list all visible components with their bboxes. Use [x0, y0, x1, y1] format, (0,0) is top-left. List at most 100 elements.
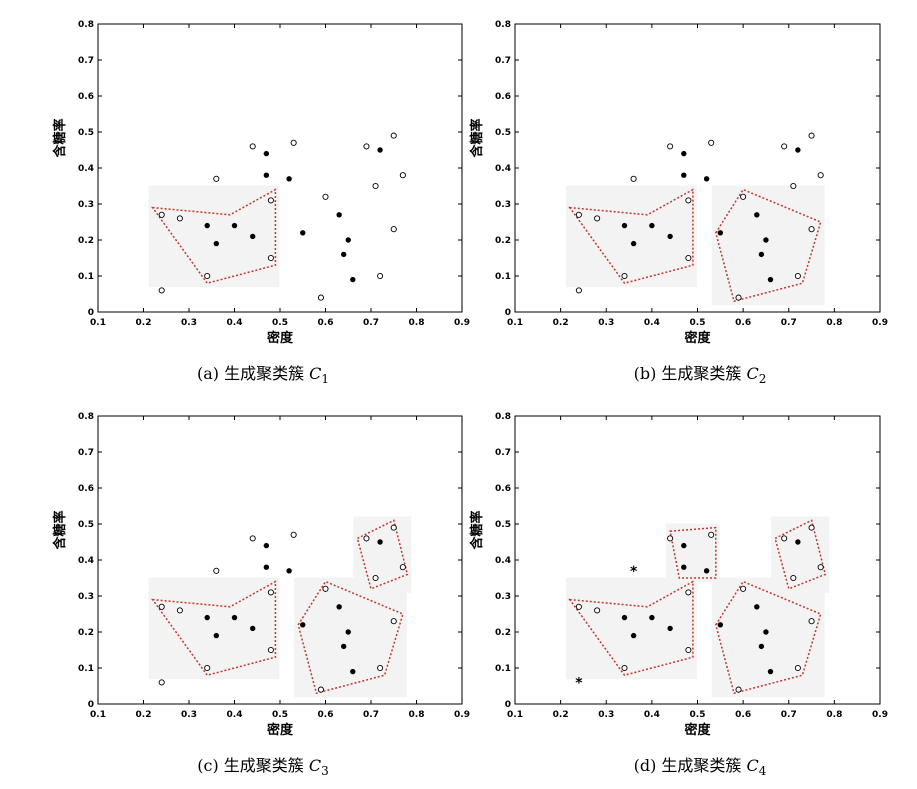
cluster-outline [714, 580, 822, 695]
open-point [363, 535, 370, 542]
open-point [621, 664, 628, 672]
open-point [685, 646, 692, 654]
filled-point [300, 230, 306, 236]
y-tick-label: 0.6 [78, 484, 94, 494]
filled-point [667, 625, 673, 632]
x-tick-label: 0.7 [781, 318, 797, 328]
open-point [213, 175, 220, 182]
x-axis-label: 密度 [683, 330, 711, 346]
y-tick-label: 0.7 [495, 448, 511, 458]
open-point [817, 172, 824, 179]
open-point [575, 287, 582, 294]
noise-point: * [630, 564, 638, 580]
y-axis-label: 含糖率 [52, 118, 68, 158]
y-tick-label: 0.3 [495, 592, 511, 602]
open-point [267, 254, 274, 262]
filled-point [681, 172, 687, 178]
x-tick-label: 0.4 [644, 318, 660, 328]
y-tick-label: 0.5 [78, 520, 94, 530]
x-axis-label: 密度 [266, 722, 294, 738]
open-point [363, 143, 370, 150]
open-point [267, 197, 274, 204]
x-tick-label: 0.2 [136, 710, 152, 720]
y-tick-label: 0.1 [495, 272, 511, 282]
y-tick-label: 0.8 [495, 412, 511, 422]
filled-point [345, 629, 351, 635]
filled-point [336, 604, 342, 610]
x-tick-label: 0.7 [781, 710, 797, 720]
open-point [322, 585, 329, 592]
open-point [399, 172, 406, 179]
open-point [667, 535, 674, 542]
open-point [808, 524, 815, 531]
open-point [317, 686, 325, 693]
cluster-shade [353, 516, 412, 593]
cluster-shade [565, 577, 697, 680]
open-point [794, 664, 801, 672]
y-tick-label: 0.1 [78, 664, 94, 674]
filled-point [621, 614, 628, 621]
open-point [158, 679, 165, 686]
open-point [685, 197, 692, 204]
filled-point [717, 622, 724, 628]
x-tick-label: 0.6 [318, 710, 334, 720]
open-point [176, 607, 183, 614]
y-tick-label: 0.5 [495, 520, 511, 530]
x-tick-label: 0.7 [363, 710, 379, 720]
x-tick-label: 0.4 [644, 710, 660, 720]
open-point [708, 531, 715, 538]
filled-point [767, 668, 774, 675]
y-tick-label: 0.5 [78, 128, 94, 138]
x-tick-label: 0.1 [507, 318, 523, 328]
filled-point [300, 622, 306, 628]
cluster-outline [297, 580, 404, 695]
y-tick-label: 0.3 [495, 200, 511, 210]
open-point [158, 211, 165, 218]
y-tick-label: 0.3 [78, 592, 94, 602]
x-tick-label: 0.3 [181, 710, 197, 720]
cluster-outline [356, 519, 409, 590]
x-tick-label: 0.5 [690, 318, 706, 328]
y-tick-label: 0.2 [495, 236, 511, 246]
filled-point [263, 150, 270, 157]
x-tick-label: 0.8 [826, 710, 842, 720]
y-tick-label: 0.1 [495, 664, 511, 674]
filled-point [345, 237, 351, 243]
x-tick-label: 0.2 [553, 318, 569, 328]
cluster-outline [151, 580, 277, 677]
open-point [213, 567, 220, 574]
filled-point [213, 240, 219, 247]
open-point [790, 182, 797, 190]
filled-point [630, 632, 637, 639]
filled-point [795, 539, 801, 545]
open-point [290, 531, 297, 538]
cluster-shade [711, 185, 825, 306]
y-tick-label: 0.7 [495, 56, 511, 66]
x-tick-label: 0.2 [553, 710, 569, 720]
filled-point [231, 614, 238, 621]
y-axis-label: 含糖率 [52, 510, 68, 550]
panel-c: 0.1 0.2 0.3 0.4 0.5 0.6 0.7 0.8 0.900.10.20.30.4… [52, 412, 470, 778]
open-point [390, 226, 397, 233]
x-tick-label: 0.9 [872, 318, 888, 328]
open-point [594, 215, 601, 222]
y-tick-label: 0.2 [495, 628, 511, 638]
filled-point [286, 176, 292, 182]
x-tick-label: 0.1 [507, 710, 523, 720]
filled-point [341, 251, 347, 258]
open-point [808, 226, 815, 233]
filled-point [336, 212, 342, 218]
open-point [372, 574, 379, 582]
y-tick-label: 0.2 [78, 236, 94, 246]
y-axis-label: 含糖率 [469, 510, 485, 550]
cluster-outline [568, 580, 694, 677]
open-point [322, 193, 329, 200]
filled-point [621, 222, 628, 229]
open-point [808, 618, 815, 625]
filled-point [703, 568, 710, 574]
y-tick-label: 0 [505, 700, 511, 710]
cluster-outline [568, 188, 694, 285]
x-tick-label: 0.8 [409, 710, 425, 720]
y-tick-label: 0.8 [78, 20, 94, 30]
open-point [735, 294, 742, 301]
